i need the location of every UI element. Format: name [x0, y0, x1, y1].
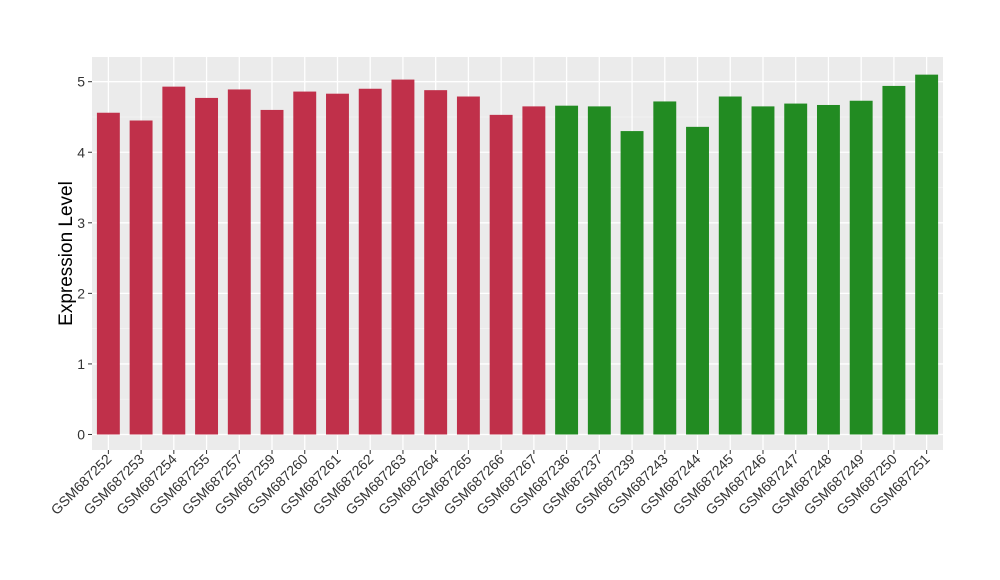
y-tick-label: 5: [77, 74, 85, 90]
y-axis-title: Expression Level: [56, 181, 77, 326]
bar: [620, 131, 644, 435]
bar: [195, 97, 219, 435]
bar: [489, 114, 513, 435]
bar: [293, 91, 317, 435]
bar: [358, 88, 382, 435]
bar: [129, 120, 153, 435]
bars: [96, 74, 939, 435]
bar: [686, 126, 709, 435]
y-tick-label: 4: [77, 144, 85, 160]
y-tick-label: 1: [77, 356, 85, 372]
bar: [718, 96, 742, 435]
bar: [587, 106, 611, 435]
x-axis: GSM687252GSM687253GSM687254GSM687255GSM6…: [48, 450, 933, 518]
bar: [915, 74, 939, 435]
bar: [849, 100, 873, 435]
plot-panel: [92, 57, 943, 450]
bar: [555, 105, 579, 435]
bar: [456, 96, 480, 435]
bar: [96, 112, 120, 435]
y-axis: 0 1 2 3 4 5: [77, 74, 92, 442]
bar: [653, 101, 677, 435]
bar: [260, 109, 284, 435]
bar: [391, 79, 415, 435]
bar: [424, 90, 448, 435]
bar: [227, 89, 251, 435]
y-tick-label: 3: [77, 215, 85, 231]
bar: [326, 93, 349, 435]
bar: [816, 104, 840, 435]
bar: [751, 106, 775, 435]
bar: [784, 103, 808, 435]
y-tick-label: 2: [77, 285, 85, 301]
y-tick-label: 0: [77, 426, 85, 442]
bar: [522, 106, 546, 435]
bar: [882, 85, 906, 435]
bar: [162, 86, 186, 435]
